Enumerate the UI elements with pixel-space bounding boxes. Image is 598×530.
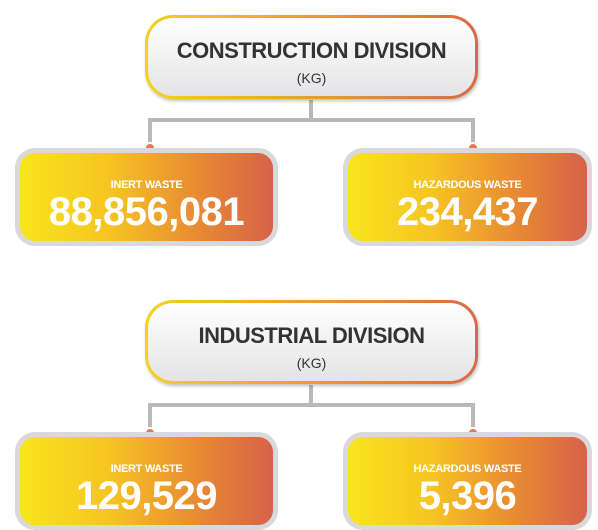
division-title: INDUSTRIAL DIVISION	[198, 323, 425, 348]
waste-card: HAZARDOUS WASTE 5,396	[343, 432, 592, 530]
waste-label: INERT WASTE	[110, 463, 183, 475]
division-header: CONSTRUCTION DIVISION (KG)	[145, 15, 478, 99]
waste-label: HAZARDOUS WASTE	[413, 463, 522, 475]
waste-value: 234,437	[396, 190, 539, 234]
connector-group	[144, 385, 479, 439]
division-title: CONSTRUCTION DIVISION	[176, 38, 447, 63]
waste-value: 5,396	[418, 474, 517, 518]
division-unit: (KG)	[296, 70, 327, 86]
waste-card: INERT WASTE 88,856,081	[15, 148, 278, 246]
waste-card: HAZARDOUS WASTE 234,437	[343, 148, 592, 246]
waste-label: HAZARDOUS WASTE	[413, 179, 522, 191]
division-unit: (KG)	[296, 355, 327, 371]
waste-card: INERT WASTE 129,529	[15, 432, 278, 530]
division-header: INDUSTRIAL DIVISION (KG)	[145, 300, 478, 384]
waste-value: 88,856,081	[48, 190, 245, 234]
waste-value: 129,529	[75, 474, 218, 518]
connector-group	[144, 100, 479, 154]
waste-label: INERT WASTE	[110, 179, 183, 191]
